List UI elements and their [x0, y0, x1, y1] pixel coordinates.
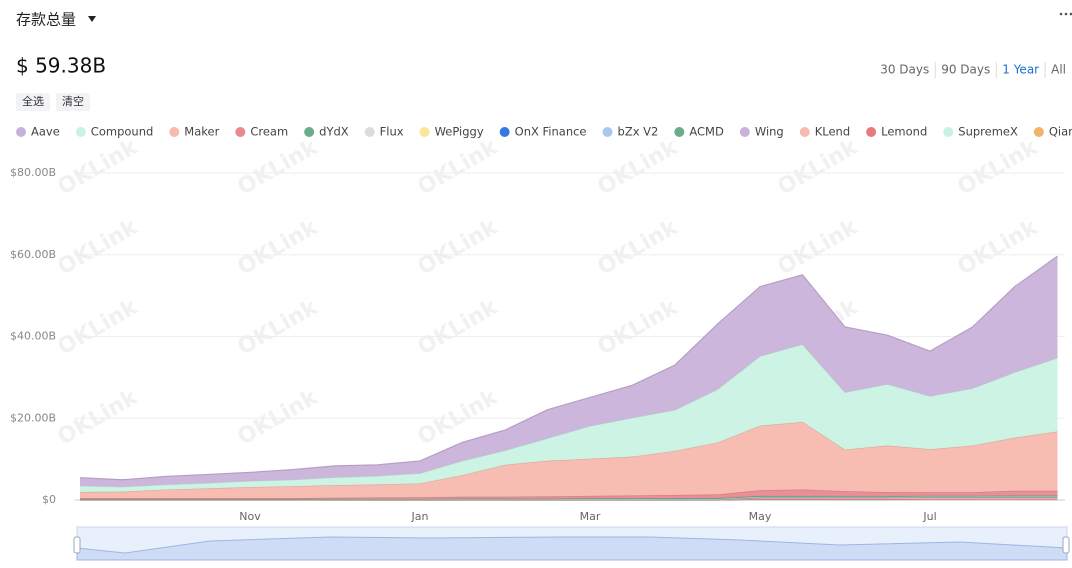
watermark: OKLink	[54, 134, 144, 200]
legend-label[interactable]: bZx V2	[618, 125, 659, 139]
navigator[interactable]	[74, 527, 1069, 560]
legend-label[interactable]: Compound	[91, 125, 153, 139]
legend-label[interactable]: Cream	[250, 125, 288, 139]
y-tick-label: $20.00B	[10, 411, 56, 424]
legend-marker[interactable]	[603, 127, 613, 137]
y-tick-label: $80.00B	[10, 166, 56, 179]
watermark: OKLink	[234, 384, 324, 450]
legend-marker[interactable]	[169, 127, 179, 137]
areas	[80, 256, 1058, 500]
page-title: 存款总量	[16, 11, 76, 29]
x-axis: Nov Jan Mar May Jul	[239, 510, 936, 523]
legend-marker[interactable]	[674, 127, 684, 137]
x-tick-label: Nov	[239, 510, 261, 523]
y-tick-label: $60.00B	[10, 248, 56, 261]
total-value: $ 59.38B	[16, 54, 106, 78]
legend-marker[interactable]	[500, 127, 510, 137]
legend-marker[interactable]	[1034, 127, 1044, 137]
legend-label[interactable]: Maker	[184, 125, 219, 139]
navigator-handle-right[interactable]	[1063, 537, 1069, 553]
legend-marker[interactable]	[943, 127, 953, 137]
dropdown-arrow[interactable]	[88, 16, 96, 22]
legend-marker[interactable]	[365, 127, 375, 137]
watermark: OKLink	[414, 134, 504, 200]
legend-marker[interactable]	[235, 127, 245, 137]
x-tick-label: May	[749, 510, 772, 523]
legend-marker[interactable]	[800, 127, 810, 137]
watermark: OKLink	[414, 294, 504, 360]
legend-label[interactable]: WePiggy	[435, 125, 484, 139]
watermark: OKLink	[774, 134, 864, 200]
y-tick-label: $40.00B	[10, 330, 56, 343]
watermark: OKLink	[234, 294, 324, 360]
watermark: OKLink	[234, 214, 324, 280]
watermark: OKLink	[54, 384, 144, 450]
legend-marker[interactable]	[304, 127, 314, 137]
range-button[interactable]: 30 Days	[880, 63, 929, 77]
watermark: OKLink	[54, 214, 144, 280]
watermark: OKLink	[234, 134, 324, 200]
legend-label[interactable]: Lemond	[881, 125, 927, 139]
y-tick-label: $0	[42, 493, 56, 506]
legend-marker[interactable]	[16, 127, 26, 137]
watermark: OKLink	[594, 134, 684, 200]
clear-label[interactable]: 清空	[62, 94, 84, 108]
range-button[interactable]: 90 Days	[941, 63, 990, 77]
more-menu[interactable]	[1060, 13, 1072, 16]
watermark: OKLink	[954, 214, 1044, 280]
watermark: OKLink	[54, 294, 144, 360]
x-tick-label: Mar	[580, 510, 601, 523]
watermark: OKLink	[414, 214, 504, 280]
x-tick-label: Jan	[411, 510, 429, 523]
watermark: OKLink	[954, 134, 1044, 200]
legend-marker[interactable]	[740, 127, 750, 137]
legend-label[interactable]: OnX Finance	[515, 125, 587, 139]
range-button[interactable]: 1 Year	[1002, 63, 1039, 77]
watermark: OKLink	[594, 214, 684, 280]
watermark: OKLink	[594, 294, 684, 360]
legend-marker[interactable]	[420, 127, 430, 137]
legend-label[interactable]: Wing	[755, 125, 784, 139]
legend-label[interactable]: Flux	[380, 125, 404, 139]
x-tick-label: Jul	[922, 510, 936, 523]
legend: Aave Compound Maker Cream dYdX Flux WePiggy OnX…	[16, 125, 1072, 139]
legend-label[interactable]: dYdX	[319, 125, 349, 139]
legend-label[interactable]: Aave	[31, 125, 60, 139]
legend-marker[interactable]	[76, 127, 86, 137]
legend-label[interactable]: KLend	[815, 125, 850, 139]
legend-label[interactable]: SupremeX	[958, 125, 1018, 139]
watermark: OKLink	[774, 214, 864, 280]
legend-marker[interactable]	[866, 127, 876, 137]
range-selector: All 1 Year 90 Days 30 Days	[880, 62, 1066, 78]
select-all-label[interactable]: 全选	[22, 94, 44, 108]
legend-label[interactable]: ACMD	[689, 125, 724, 139]
navigator-handle-left[interactable]	[74, 537, 80, 553]
range-button[interactable]: All	[1051, 63, 1066, 77]
legend-label[interactable]: Qian	[1049, 125, 1072, 139]
